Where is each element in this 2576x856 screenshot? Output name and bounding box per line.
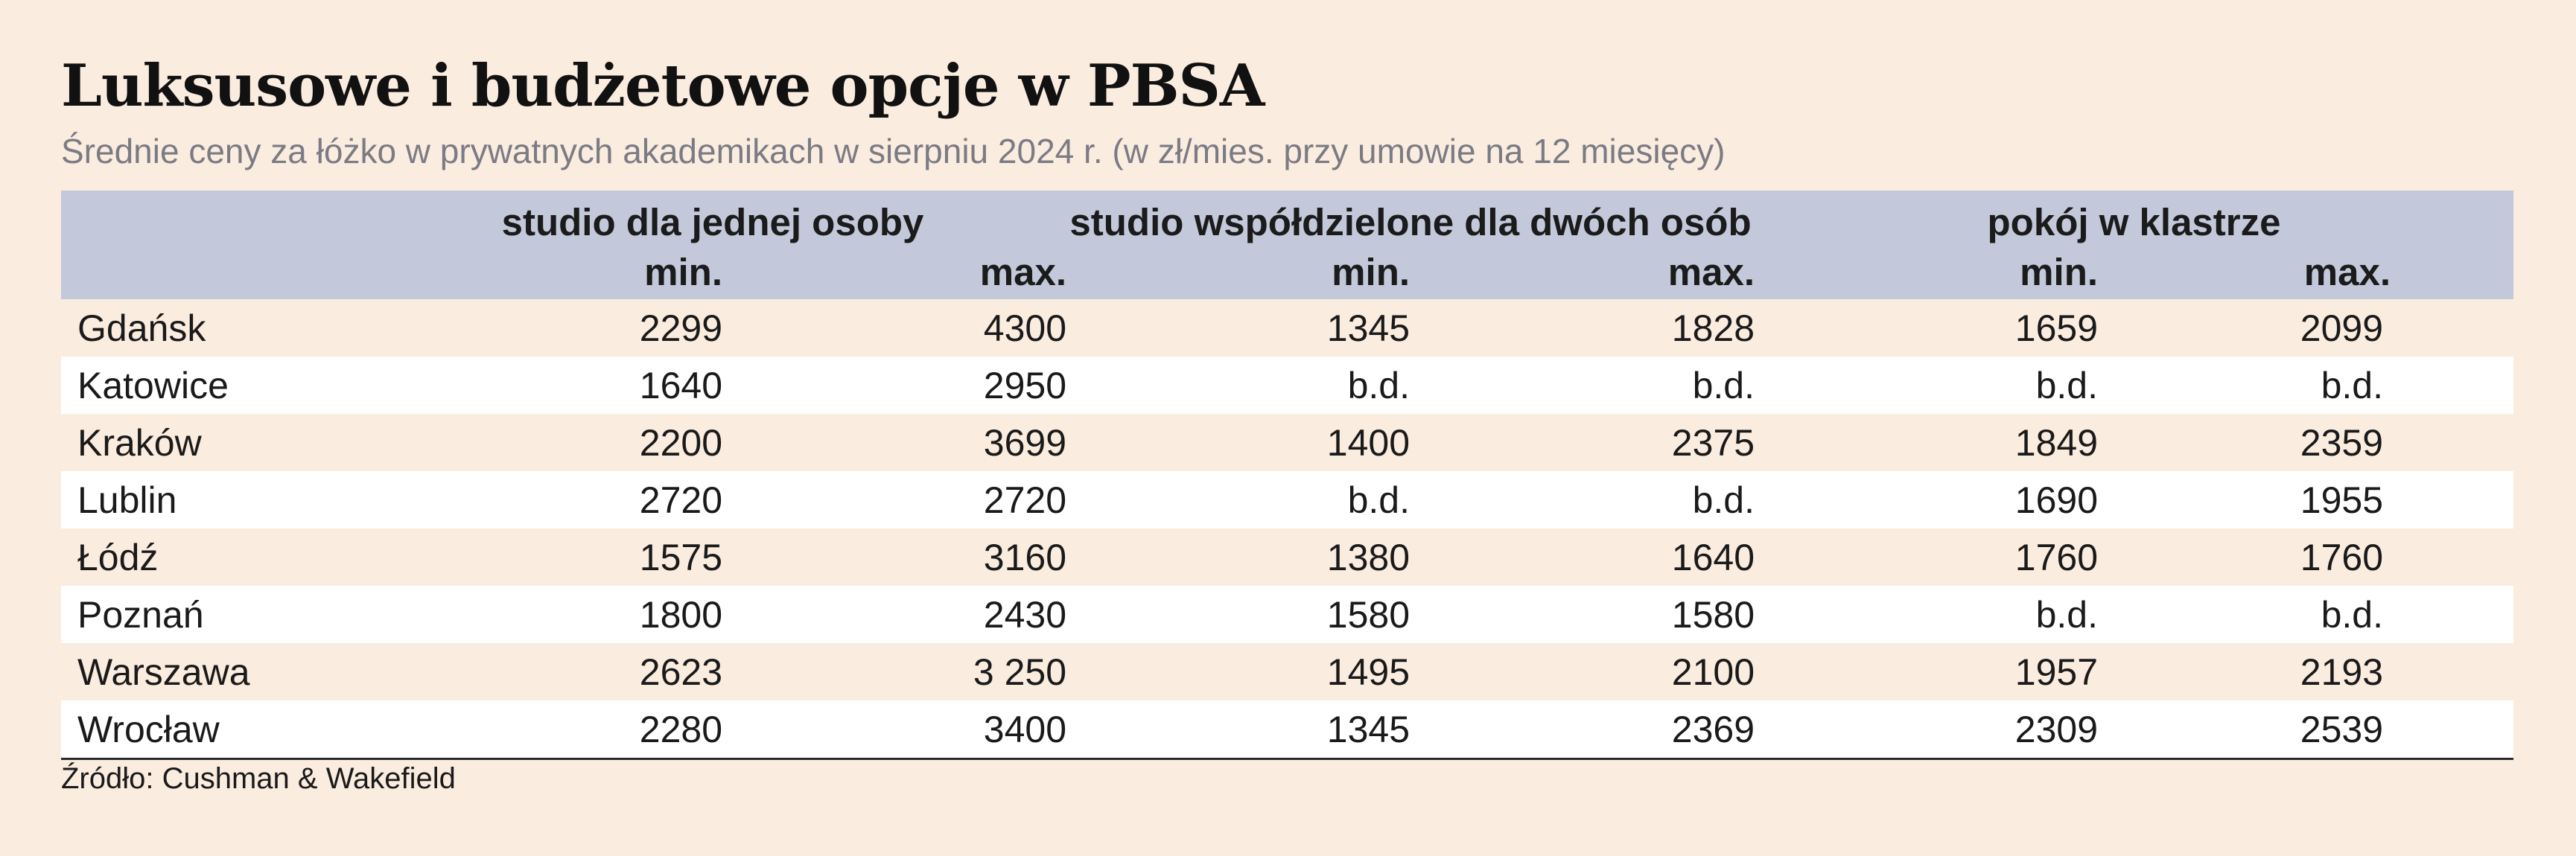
row-value: 1800: [639, 593, 722, 636]
row-value: b.d.: [2321, 593, 2384, 636]
subheader-min: min.: [644, 250, 722, 293]
row-value: 2280: [359, 700, 722, 760]
chart-subtitle: Średnie ceny za łóżko w prywatnych akade…: [61, 132, 1726, 170]
group-header-single-studio: studio dla jednej osoby: [501, 201, 924, 243]
row-value: 1849: [2014, 421, 2099, 464]
row-value: 2720: [983, 479, 1067, 521]
row-value: 1495: [1326, 651, 1411, 693]
row-value: 1955: [2300, 479, 2384, 521]
row-value: b.d.: [1347, 364, 1411, 406]
group-header-cluster-room: pokój w klastrze: [1987, 201, 2281, 243]
row-value: b.d.: [1692, 479, 1755, 521]
row-value: b.d.: [2035, 364, 2099, 406]
row-value: 1760: [2014, 536, 2099, 578]
row-value: 1575: [639, 536, 722, 578]
row-city: Katowice: [77, 364, 229, 406]
row-value: 2193: [2300, 651, 2384, 693]
row-value: 1640: [1671, 536, 1755, 578]
subheader-row: min. max. min. max. min. max.: [61, 244, 2514, 299]
row-value: 2309: [1755, 700, 2099, 760]
table-row: Warszawa 2623 3 250 1495 2100 1957 2193: [61, 643, 2514, 700]
price-table: studio dla jednej osoby studio współdzie…: [61, 191, 2514, 760]
row-value: 3160: [983, 536, 1067, 578]
row-value: 2430: [983, 593, 1067, 636]
row-city: Łódź: [77, 536, 159, 578]
row-value: 1580: [1671, 593, 1755, 636]
row-city: Kraków: [77, 421, 202, 464]
row-value: 3699: [983, 421, 1067, 464]
row-city: Lublin: [77, 479, 177, 521]
header-empty-cell: [61, 191, 359, 244]
source-note: Źródło: Cushman & Wakefield: [61, 762, 456, 795]
row-value: 1400: [1326, 421, 1411, 464]
row-value: 2200: [639, 421, 722, 464]
table-row: Poznań 1800 2430 1580 1580 b.d. b.d.: [61, 586, 2514, 643]
table-body: Gdańsk 2299 4300 1345 1828 1659 2099 Katowice 16…: [61, 299, 2514, 760]
row-value: 2299: [639, 307, 722, 349]
row-value: 4300: [983, 307, 1067, 349]
subheader-max: max.: [979, 250, 1067, 293]
row-value: 1345: [1326, 307, 1411, 349]
subheader-max: max.: [1667, 250, 1755, 293]
row-value: 1380: [1326, 536, 1411, 578]
row-value: 1760: [2300, 536, 2384, 578]
row-value: 2720: [639, 479, 722, 521]
row-value: b.d.: [1692, 364, 1755, 406]
table-row: Katowice 1640 2950 b.d. b.d. b.d. b.d.: [61, 357, 2514, 414]
row-value: 2099: [2300, 307, 2384, 349]
row-city: Gdańsk: [77, 307, 206, 349]
table-row: Wrocław 2280 3400 1345 2369 2309 2539: [61, 700, 2514, 760]
group-header-row: studio dla jednej osoby studio współdzie…: [61, 191, 2514, 244]
header-empty-cell: [61, 244, 359, 299]
row-value: b.d.: [1347, 479, 1411, 521]
subheader-max: max.: [2303, 250, 2391, 293]
subheader-min: min.: [1332, 250, 1411, 293]
row-city: Warszawa: [77, 651, 250, 693]
table-row: Lublin 2720 2720 b.d. b.d. 1690 1955: [61, 471, 2514, 528]
row-value: 2375: [1671, 421, 1755, 464]
row-value: 1957: [2014, 651, 2099, 693]
row-value: 3400: [722, 700, 1067, 760]
row-value: 1690: [2014, 479, 2099, 521]
table-row: Łódź 1575 3160 1380 1640 1760 1760: [61, 528, 2514, 586]
row-value: 2100: [1671, 651, 1755, 693]
row-value: b.d.: [2035, 593, 2099, 636]
table-row: Gdańsk 2299 4300 1345 1828 1659 2099: [61, 299, 2514, 357]
row-value: 1580: [1326, 593, 1411, 636]
row-value: 1659: [2014, 307, 2099, 349]
row-value: 1345: [1066, 700, 1411, 760]
row-value: 2359: [2300, 421, 2384, 464]
row-value: b.d.: [2321, 364, 2384, 406]
chart-title: Luksusowe i budżetowe opcje w PBSA: [61, 52, 1265, 120]
row-city: Wrocław: [61, 700, 359, 760]
row-city: Poznań: [77, 593, 204, 636]
row-value: 1828: [1671, 307, 1755, 349]
row-value: 1640: [639, 364, 722, 406]
subheader-min: min.: [2020, 250, 2099, 293]
row-value: 2623: [639, 651, 722, 693]
row-value: 2950: [983, 364, 1067, 406]
group-header-shared-studio: studio współdzielone dla dwóch osób: [1069, 201, 1752, 243]
row-value: 2369: [1410, 700, 1755, 760]
row-value: 3 250: [973, 651, 1067, 693]
table-row: Kraków 2200 3699 1400 2375 1849 2359: [61, 414, 2514, 471]
row-value: 2539: [2098, 700, 2514, 760]
